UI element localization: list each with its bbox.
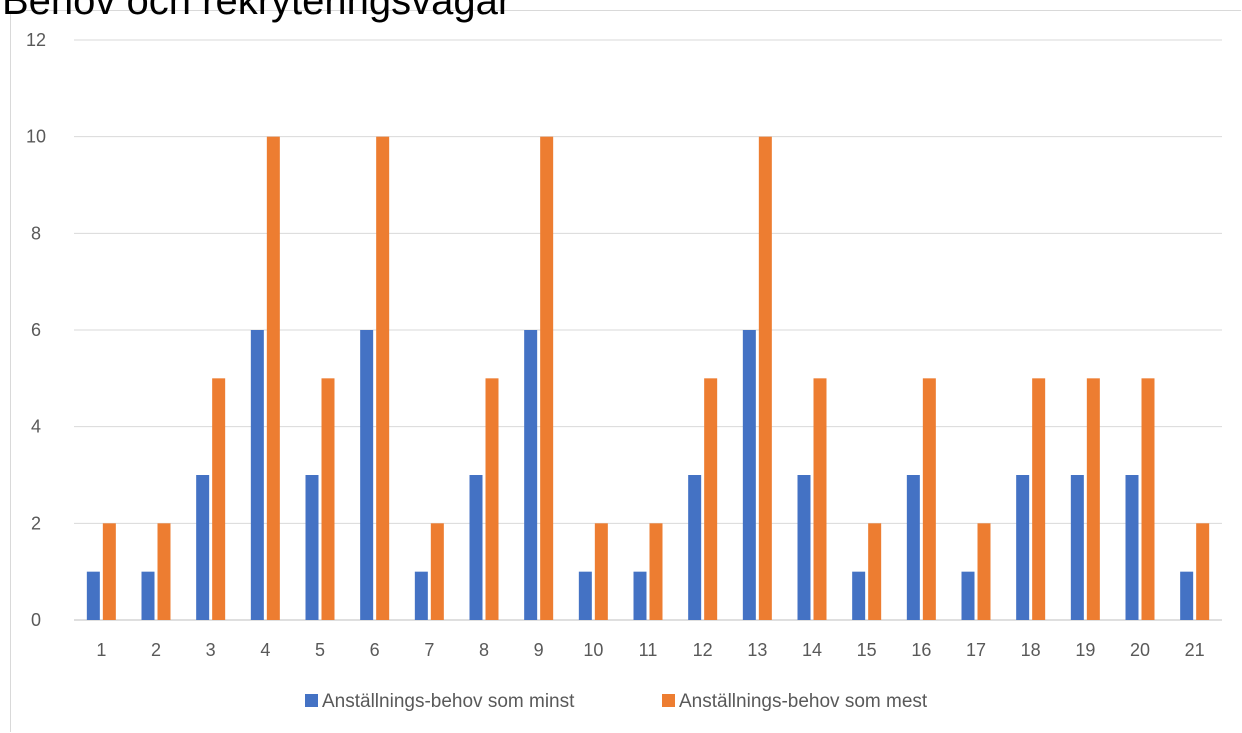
bar-max-21: [1196, 523, 1210, 620]
bar-max-4: [266, 136, 280, 620]
x-tick-label: 8: [479, 640, 489, 660]
bar-min-10: [578, 571, 592, 620]
x-axis-ticks: 1 2 3 4 5 6 7 8 9 10 11 12 13 14 15 16 17 18 19 20 21: [96, 640, 1204, 660]
x-tick-label: 4: [260, 640, 270, 660]
x-tick-label: 17: [966, 640, 986, 660]
bar-min-3: [196, 475, 210, 620]
bar-max-7: [430, 523, 444, 620]
y-tick-label: 10: [26, 127, 46, 147]
bar-min-19: [1070, 475, 1084, 620]
bar-min-12: [688, 475, 702, 620]
chart-frame: [10, 10, 1241, 732]
bar-min-13: [742, 330, 756, 620]
bar-min-18: [1016, 475, 1030, 620]
bar-min-1: [86, 571, 100, 620]
bar-max-12: [704, 378, 718, 620]
bar-max-15: [868, 523, 882, 620]
bar-max-10: [594, 523, 608, 620]
x-tick-label: 15: [857, 640, 877, 660]
x-tick-label: 11: [639, 640, 658, 660]
bar-max-11: [649, 523, 663, 620]
bar-max-2: [157, 523, 171, 620]
bar-min-9: [524, 330, 538, 620]
legend-swatch: [662, 694, 675, 707]
bar-max-5: [321, 378, 335, 620]
bars: [86, 136, 1210, 620]
gridlines: [74, 39, 1222, 621]
legend-label: Anställnings-behov som mest: [679, 691, 928, 712]
y-axis-ticks: 0 2 4 6 8 10 12: [26, 30, 46, 630]
x-tick-label: 7: [424, 640, 434, 660]
bar-min-8: [469, 475, 483, 620]
x-tick-label: 19: [1075, 640, 1095, 660]
bar-min-15: [852, 571, 866, 620]
x-tick-label: 5: [315, 640, 325, 660]
bar-min-17: [961, 571, 975, 620]
x-tick-label: 18: [1021, 640, 1041, 660]
bar-max-13: [758, 136, 772, 620]
legend-swatch: [305, 694, 318, 707]
chart-title: Behov och rekryteringsvägar: [2, 0, 512, 23]
x-tick-label: 20: [1130, 640, 1150, 660]
bar-min-6: [360, 330, 374, 620]
bar-max-20: [1141, 378, 1155, 620]
bar-max-19: [1086, 378, 1100, 620]
bar-max-3: [212, 378, 226, 620]
y-tick-label: 4: [31, 417, 41, 437]
bar-min-16: [906, 475, 920, 620]
x-tick-label: 21: [1185, 640, 1205, 660]
y-tick-label: 2: [31, 513, 41, 533]
x-tick-label: 16: [911, 640, 931, 660]
bar-max-1: [102, 523, 116, 620]
bar-min-7: [414, 571, 428, 620]
legend: Anställnings-behov som minst Anställnings…: [305, 691, 928, 712]
bar-min-20: [1125, 475, 1139, 620]
bar-min-5: [305, 475, 319, 620]
x-tick-label: 12: [693, 640, 713, 660]
y-tick-label: 12: [26, 30, 46, 50]
x-tick-label: 9: [534, 640, 544, 660]
x-tick-label: 10: [583, 640, 603, 660]
bar-max-18: [1032, 378, 1046, 620]
bar-min-14: [797, 475, 811, 620]
bar-min-21: [1180, 571, 1194, 620]
x-tick-label: 3: [206, 640, 216, 660]
x-tick-label: 1: [96, 640, 106, 660]
legend-label: Anställnings-behov som minst: [322, 691, 575, 712]
bar-min-2: [141, 571, 155, 620]
x-tick-label: 2: [151, 640, 161, 660]
bar-max-17: [977, 523, 991, 620]
bar-max-6: [376, 136, 390, 620]
x-tick-label: 6: [370, 640, 380, 660]
bar-max-14: [813, 378, 827, 620]
x-tick-label: 13: [747, 640, 767, 660]
x-tick-label: 14: [802, 640, 822, 660]
bar-max-9: [540, 136, 554, 620]
y-tick-label: 8: [31, 223, 41, 243]
y-tick-label: 0: [31, 610, 41, 630]
bar-max-16: [922, 378, 936, 620]
bar-max-8: [485, 378, 499, 620]
bar-min-4: [250, 330, 264, 620]
bar-min-11: [633, 571, 647, 620]
y-tick-label: 6: [31, 320, 41, 340]
